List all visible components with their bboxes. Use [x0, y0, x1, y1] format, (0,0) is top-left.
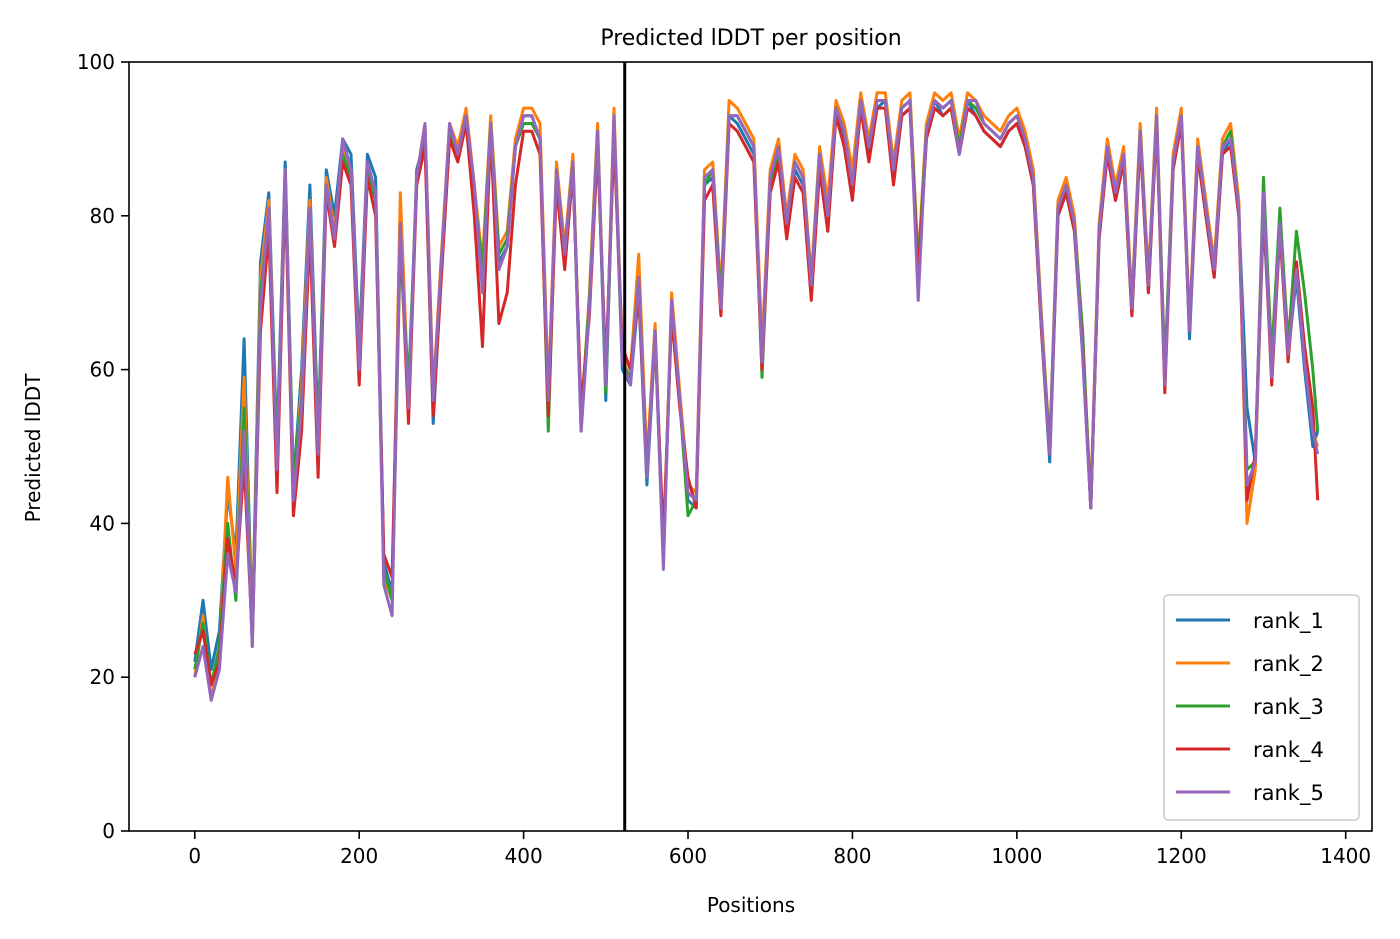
y-tick-label: 80	[90, 204, 115, 228]
y-tick-label: 20	[90, 665, 115, 689]
y-axis-label: Predicted lDDT	[21, 373, 45, 523]
legend-label-rank_1: rank_1	[1253, 609, 1324, 634]
x-tick-label: 1000	[991, 844, 1042, 868]
legend-label-rank_5: rank_5	[1253, 781, 1324, 806]
x-tick-label: 1200	[1156, 844, 1207, 868]
x-tick-label: 800	[833, 844, 871, 868]
plot-area-frame	[128, 61, 1373, 832]
x-axis-label: Positions	[707, 893, 795, 917]
y-tick-label: 100	[77, 50, 115, 74]
x-axis-ticks: 0 200 400 600 800 1000 1200 1400	[188, 831, 1371, 868]
series-lines	[193, 91, 1320, 702]
legend-label-rank_3: rank_3	[1253, 695, 1324, 720]
chart-title: Predicted lDDT per position	[600, 26, 901, 51]
y-axis-ticks: 0 20 40 60 80 100	[77, 50, 129, 843]
y-tick-label: 0	[102, 819, 115, 843]
y-tick-label: 40	[90, 511, 115, 535]
x-tick-label: 200	[340, 844, 378, 868]
legend-label-rank_2: rank_2	[1253, 652, 1324, 677]
x-tick-label: 400	[505, 844, 543, 868]
legend: rank_1 rank_2 rank_3 rank_4 rank_5	[1163, 594, 1360, 821]
legend-label-rank_4: rank_4	[1253, 738, 1324, 763]
x-tick-label: 600	[669, 844, 707, 868]
x-tick-label: 0	[188, 844, 201, 868]
x-tick-label: 1400	[1320, 844, 1371, 868]
y-tick-label: 60	[90, 358, 115, 382]
series-line-rank_5	[193, 99, 1320, 702]
legend-box	[1163, 594, 1360, 821]
